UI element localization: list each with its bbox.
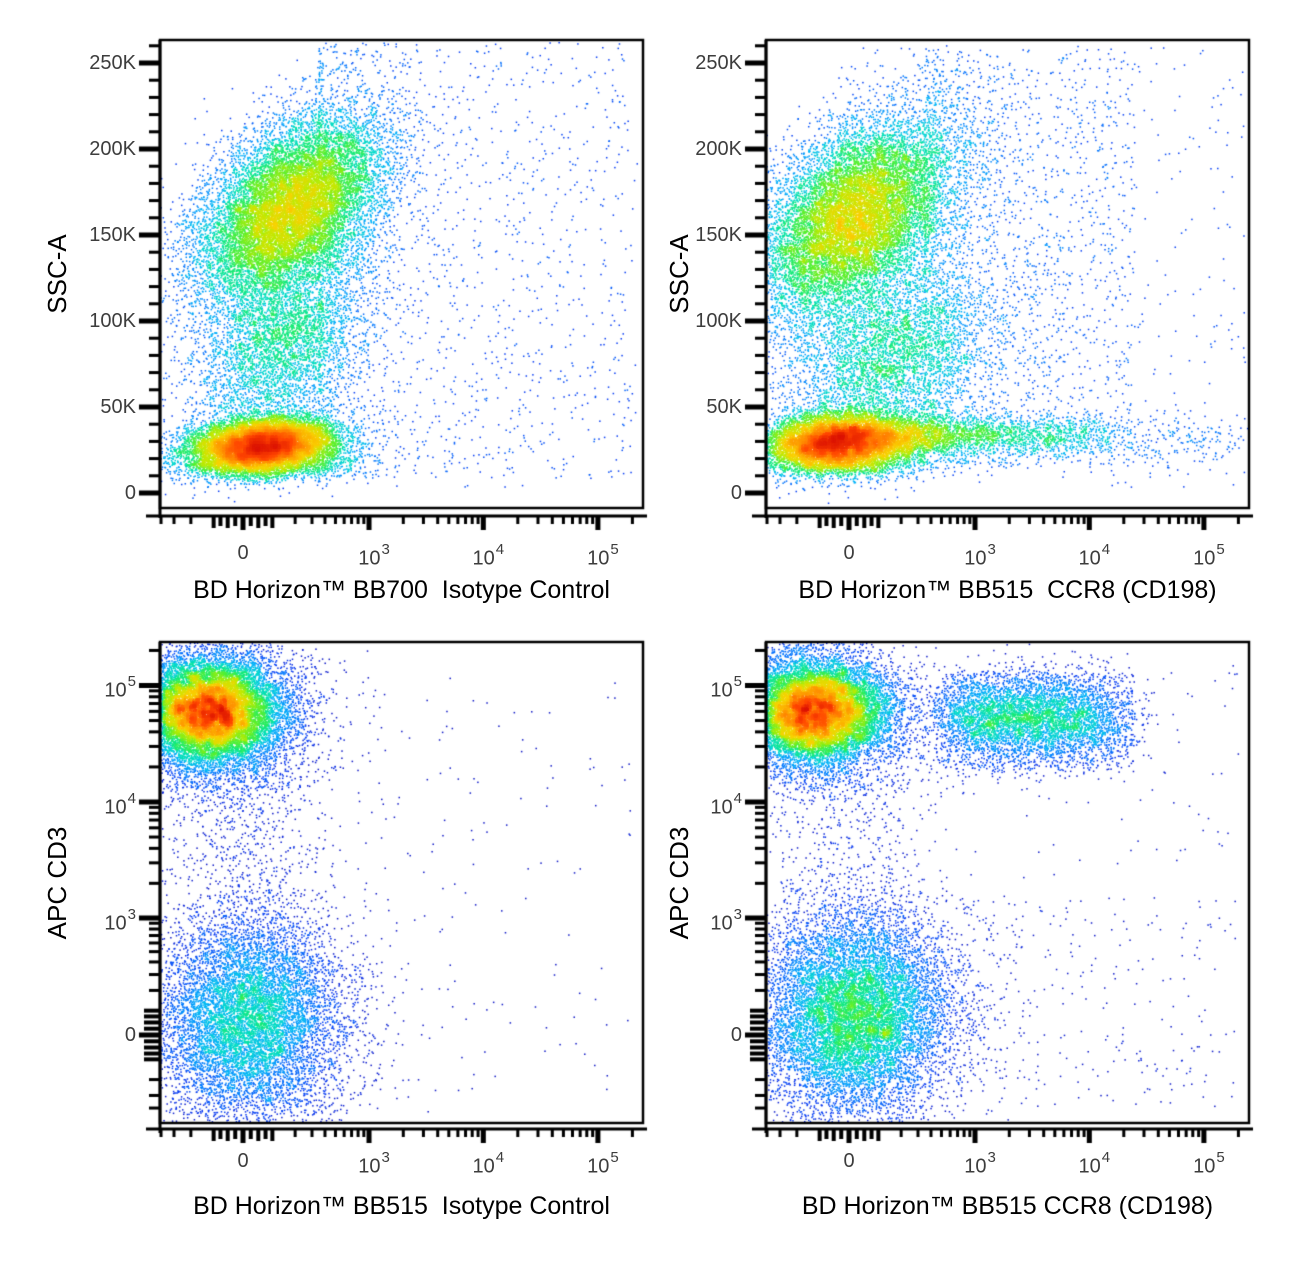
y-tick-label: 104 xyxy=(104,789,136,819)
y-tick-label: 105 xyxy=(104,673,136,703)
y-tick-label: 100K xyxy=(89,310,136,332)
panel-ssc-vs-bb515-ccr8: SSC-A BD Horizon™ BB515 CCR8 (CD198) 250… xyxy=(649,0,1298,632)
y-tick-label: 104 xyxy=(710,789,742,819)
density-plot-canvas xyxy=(649,632,1298,1264)
x-axis-title: BD Horizon™ BB515 Isotype Control xyxy=(193,1192,610,1220)
x-tick-label: 105 xyxy=(1193,1149,1225,1178)
y-tick-label: 50K xyxy=(100,396,136,418)
y-axis-title: SSC-A xyxy=(42,234,72,314)
x-tick-label: 104 xyxy=(1078,1149,1111,1178)
y-tick-label: 200K xyxy=(695,138,742,160)
x-axis-title: BD Horizon™ BB515 CCR8 (CD198) xyxy=(801,1192,1214,1220)
panel-cd3-vs-bb515-isotype: APC CD3 BD Horizon™ BB515 Isotype Contro… xyxy=(0,632,650,1264)
y-tick-label: 105 xyxy=(710,673,742,703)
y-tick-label: 150K xyxy=(695,224,742,246)
y-tick-label: 103 xyxy=(104,906,136,935)
x-tick-label: 0 xyxy=(237,542,249,564)
y-tick-label: 0 xyxy=(730,1024,742,1046)
x-tick-label: 103 xyxy=(964,541,996,570)
y-tick-label: 150K xyxy=(89,224,136,246)
x-tick-label: 105 xyxy=(1193,541,1225,570)
x-tick-label: 104 xyxy=(472,1149,505,1178)
y-tick-label: 200K xyxy=(89,138,136,160)
y-tick-label: 0 xyxy=(124,1024,136,1046)
y-tick-label: 0 xyxy=(124,482,136,504)
x-tick-label: 104 xyxy=(472,541,505,570)
x-axis-title: BD Horizon™ BB700 Isotype Control xyxy=(193,576,610,604)
x-axis-title: BD Horizon™ BB515 CCR8 (CD198) xyxy=(798,576,1217,604)
y-tick-label: 103 xyxy=(710,906,742,935)
y-tick-label: 100K xyxy=(695,310,742,332)
y-axis-title: SSC-A xyxy=(664,234,694,314)
x-tick-label: 105 xyxy=(587,541,619,570)
x-tick-label: 104 xyxy=(1078,541,1111,570)
x-tick-label: 0 xyxy=(843,542,855,564)
x-tick-label: 105 xyxy=(587,1149,619,1178)
y-tick-label: 250K xyxy=(89,52,136,74)
x-tick-label: 103 xyxy=(964,1149,996,1178)
panel-cd3-vs-bb515-ccr8: APC CD3 BD Horizon™ BB515 CCR8 (CD198) 1… xyxy=(649,632,1298,1264)
density-plot-canvas xyxy=(0,0,650,632)
y-tick-label: 250K xyxy=(695,52,742,74)
density-plot-canvas xyxy=(0,632,650,1264)
density-plot-canvas xyxy=(649,0,1298,632)
x-tick-label: 103 xyxy=(358,1149,390,1178)
y-tick-label: 0 xyxy=(730,482,742,504)
y-tick-label: 50K xyxy=(706,396,742,418)
x-tick-label: 103 xyxy=(358,541,390,570)
panel-ssc-vs-bb700-isotype: SSC-A BD Horizon™ BB700 Isotype Control … xyxy=(0,0,650,632)
x-tick-label: 0 xyxy=(237,1150,249,1172)
x-tick-label: 0 xyxy=(843,1150,855,1172)
